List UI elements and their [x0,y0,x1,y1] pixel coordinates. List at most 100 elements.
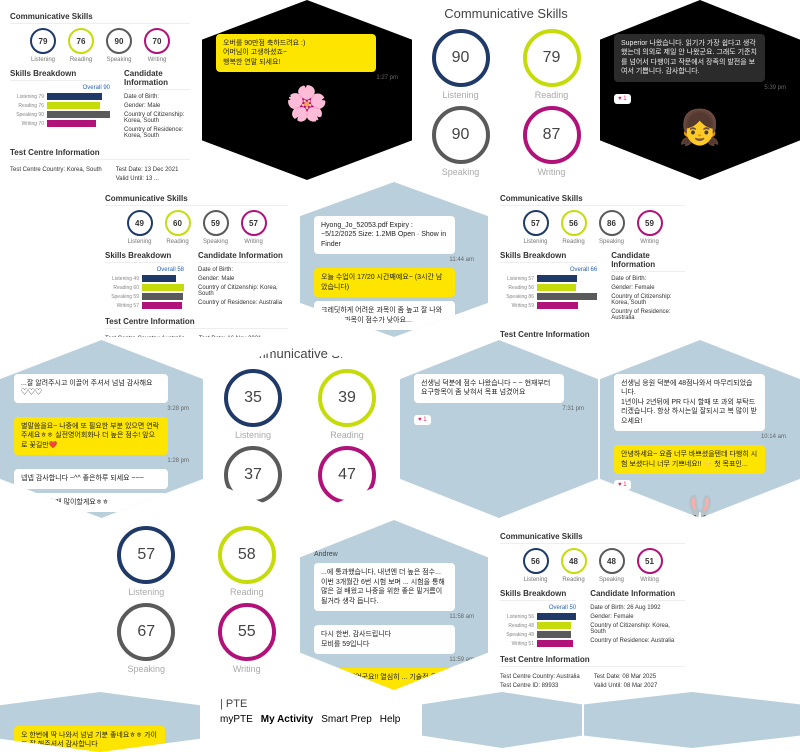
skill-score: 39 [318,369,376,427]
communicative-skills-heading: Communicative Skills [500,532,685,544]
candidate-citizenship: Country of Citizenship: Korea, South [198,285,278,297]
skill-score: 55 [217,603,276,661]
skill-score: 48 [598,548,625,574]
skill-label: Writing [333,507,361,517]
skill-ring-reading: 48 Reading [560,548,587,583]
breakdown-bar-speaking [537,293,598,300]
sticker-image: 🐰 [678,495,722,518]
heart-reaction[interactable]: ♥ 1 [614,93,631,104]
breakdown-bar-reading [142,284,184,291]
nav-item-help[interactable]: Help [379,714,401,725]
test-date: Test Date: 13 Dec 2021 [115,167,179,173]
breakdown-label: Speaking 86 [506,293,534,300]
skill-score: 37 [224,446,282,504]
skills-breakdown-heading: Skills Breakdown [10,69,110,81]
centre-right: Test Date: 13 Dec 2021 Valid Until: 13 ..… [116,164,179,180]
breakdown-label: Reading 76 [18,102,44,109]
candidate-information: Candidate Information Date of Birth: 26 A… [590,583,685,649]
skill-label: Speaking [441,167,480,177]
score-report-panel: Communicative Skills 57 Listening 56 Reading… [490,182,695,337]
breakdown-label: Reading 60 [113,284,139,291]
breakdown-label: Listening 49 [112,275,139,282]
breakdown-row: Speaking 48 [500,631,576,638]
heart-reaction[interactable]: ♥ 1 [614,480,631,491]
chat-message: 오버를 90만점 축하드려요 :) 어머님이 고생하셨죠~ 행복한 연말 되세요… [216,34,377,73]
skill-ring-listening: 49 Listening [126,210,153,245]
centre-right: Test Date: 08 Mar 2025 Valid Until: 08 Ma… [594,671,658,690]
pte-nav-items: myPTE My Activity Smart Prep Help [220,714,410,725]
message-time: 3:29 pm [14,514,189,518]
chat-message: ...에 통과했습니다, 내년엔 더 높은 점수... 이번 3개월간 6번 시… [314,563,455,612]
nav-item-mypte[interactable]: myPTE [220,714,253,725]
candidate-heading: Candidate Information [590,589,685,601]
communicative-skills-heading: Communicative Skills [105,194,288,206]
skill-ring-reading: 58 Reading [217,526,276,597]
breakdown-bar-reading [47,102,101,109]
candidate-dob: Date of Birth: 26 Aug 1992 [590,605,661,611]
heart-reaction[interactable]: ♥ 1 [414,414,431,426]
skill-ring-reading: 39 Reading [318,369,376,440]
breakdown-row: Reading 56 [500,284,597,291]
skill-ring-writing: 57 Writing [240,210,267,245]
test-centre-heading: Test Centre Information [105,317,288,329]
breakdown-row: Reading 76 [10,102,110,109]
chat-message: 크레딧하게 어려운 과목이 좀 높고 잘 나와야 하는 과목이 점수가 낮아요.… [314,301,455,331]
breakdown-columns: Skills Breakdown Overall 66 Listening 57 Re… [500,245,685,324]
breakdown-columns: Skills Breakdown Overall 58 Listening 49 Re… [105,245,288,311]
skills-breakdown: Skills Breakdown Overall 50 Listening 56 Re… [500,583,577,649]
breakdown-bar-writing [537,640,573,647]
breakdown-bar-writing [142,302,182,309]
chat-screenshot: 선생님 응원 덕분에 48점나와서 마무리되었습니다. 1년이나 2년뒤에 PR… [600,340,800,518]
breakdown-bar-speaking [537,631,571,638]
test-centre-heading: Test Centre Information [500,330,685,337]
candidate-information: Candidate Information Date of Birth: Gend… [124,63,190,142]
skill-ring-listening: 35 Listening [224,369,282,440]
communicative-skills-heading: Communicative Skills [500,194,685,206]
candidate-information: Candidate Information Date of Birth: Gend… [611,245,685,324]
skill-rings: 49 Listening 60 Reading 59 Speaking 57 Writing [105,210,288,245]
breakdown-columns: Skills Breakdown Overall 50 Listening 56 Re… [500,583,685,649]
test-centre-info: Test Centre Country: Australia Test Date:… [105,333,288,337]
chat-message: Hyong_Jo_52053.pdf Expiry : ~5/12/2025 S… [314,216,455,255]
skill-rings-grid: 35 Listening 39 Reading 37 Speaking 47 Writing [211,369,389,517]
overall-score: Overall 66 [569,267,598,273]
breakdown-bar-speaking [47,111,110,118]
skill-rings: 79 Listening 76 Reading 90 Speaking 70 Writing [10,28,190,63]
skill-label: Reading [330,430,364,440]
chat-message: 선생님 덕분에 점수 나왔습니다 ~ ~ 현재부터 요구항목이 좀 낮혀서 목표… [414,374,564,403]
breakdown-label: Speaking 90 [16,111,44,118]
skill-ring-writing: 59 Writing [636,210,663,245]
skill-score: 57 [117,526,176,584]
breakdown-row: Reading 60 [105,284,184,291]
skill-score: 87 [522,106,581,164]
breakdown-label: Listening 79 [17,93,44,100]
breakdown-row: Speaking 90 [10,111,110,118]
chat-screenshot-partial [422,692,582,748]
breakdown-columns: Skills Breakdown Overall 90 Listening 79 Re… [10,63,190,142]
breakdown-row: Speaking 59 [105,293,184,300]
skill-label: Speaking [106,57,132,63]
breakdown-label: Writing 57 [116,302,139,309]
nav-item-my-activity[interactable]: My Activity [260,714,314,725]
skill-score: 56 [560,210,587,236]
skill-score: 49 [126,210,153,236]
breakdown-bar-listening [537,613,577,620]
skill-score: 59 [202,210,229,236]
candidate-residence: Country of Residence: Australia [611,309,671,321]
skill-label: Reading [562,577,585,583]
chat-message: 다시 한번, 감사드립니다 모비를 59입니다 [314,625,455,655]
message-time: 5:39 pm [764,84,786,91]
breakdown-bar-writing [47,120,96,127]
skill-score: 90 [106,28,132,54]
skills-breakdown-heading: Skills Breakdown [105,251,184,263]
skill-rings-grid: 57 Listening 58 Reading 67 Speaking 55 Writing [101,526,292,674]
nav-item-smart-prep[interactable]: Smart Prep [321,714,372,725]
skill-score: 56 [522,548,549,574]
communicative-skills-panel: Communicative Skills 90 Listening 79 Reading… [414,0,598,180]
skill-label: Reading [229,587,264,597]
candidate-dob: Date of Birth: [198,267,234,273]
skills-breakdown: Skills Breakdown Overall 66 Listening 57 Re… [500,245,598,324]
communicative-skills-panel: Communicative Skills 35 Listening 39 Reading… [205,340,395,518]
breakdown-label: Listening 56 [507,613,534,620]
candidate-citizenship: Country of Citizenship: Korea, South [611,294,672,306]
